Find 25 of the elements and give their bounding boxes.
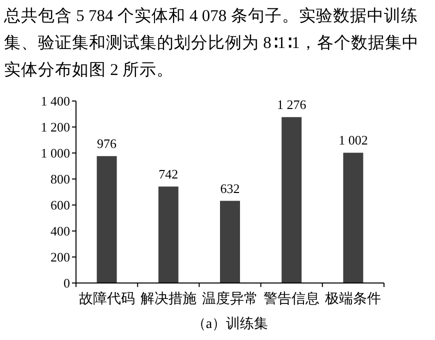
y-tick-label: 0	[64, 276, 70, 290]
x-tick-label: 警告信息	[264, 291, 320, 307]
bar	[282, 117, 302, 283]
x-tick-label: 极端条件	[324, 291, 382, 307]
bar	[96, 156, 117, 283]
data-label: 976	[97, 136, 118, 152]
y-tick-label: 1 000	[40, 146, 70, 160]
data-label: 632	[220, 180, 240, 196]
y-tick-label: 200	[50, 250, 70, 264]
data-label: 1 002	[338, 132, 368, 148]
y-tick-label: 1 200	[40, 120, 70, 134]
x-tick-label: 温度异常	[202, 291, 258, 307]
y-tick-label: 1 400	[40, 94, 70, 108]
text: 总共包含 5 784 个实体和 4 078 条句子。实验数据中训练集、验证集和测试集的划分比例为 8∶1∶1，各个数据集中实体分布如图 2 所示。	[4, 5, 420, 81]
data-label: 742	[158, 166, 178, 182]
bar	[220, 200, 240, 283]
y-tick-label: 600	[50, 198, 70, 212]
text: （a）训练集	[192, 316, 268, 332]
y-tick-label: 400	[50, 224, 70, 238]
bar	[158, 186, 178, 283]
x-tick-label: 解决措施	[140, 291, 196, 307]
bar	[343, 152, 364, 283]
x-tick-label: 故障代码	[78, 291, 135, 307]
y-tick-label: 800	[50, 172, 70, 186]
data-label: 1 276	[276, 97, 307, 112]
